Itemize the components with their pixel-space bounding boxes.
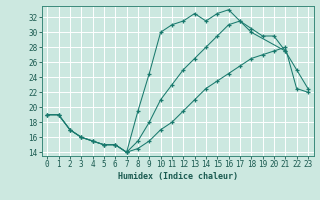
X-axis label: Humidex (Indice chaleur): Humidex (Indice chaleur) bbox=[118, 172, 237, 181]
